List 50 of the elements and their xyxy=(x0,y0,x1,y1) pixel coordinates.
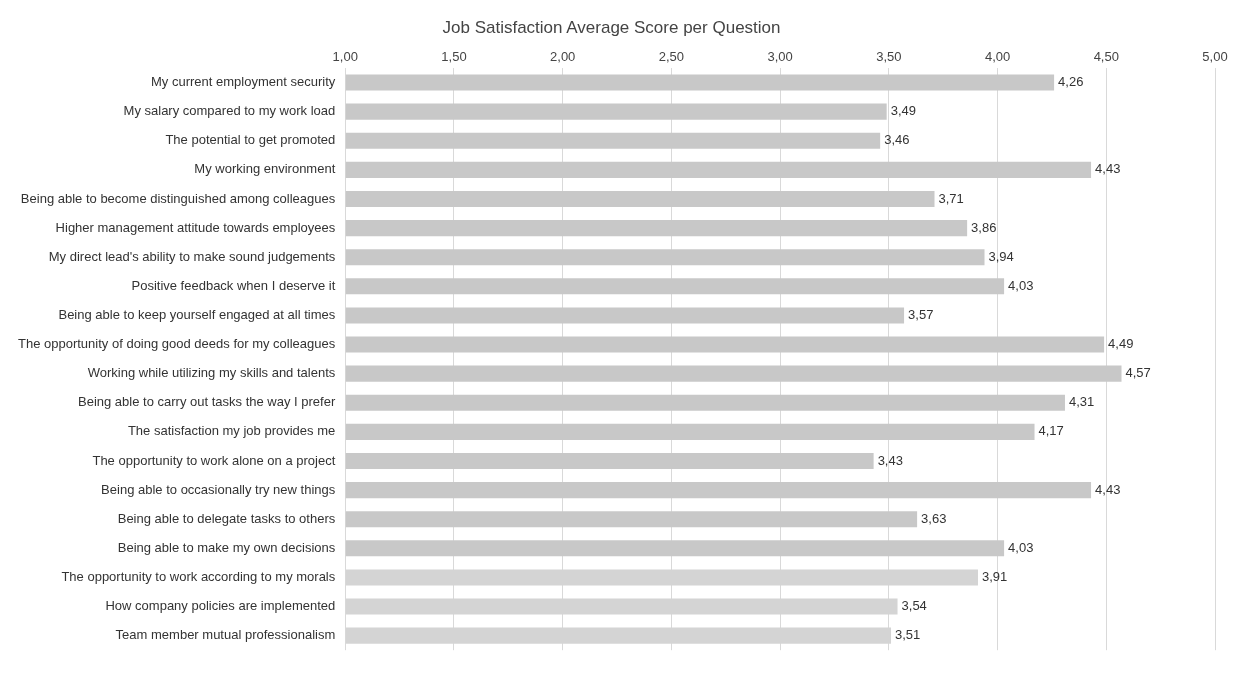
y-tick-label: Being able to delegate tasks to others xyxy=(117,510,336,526)
data-label: 4,03 xyxy=(1008,277,1034,293)
y-tick-label: Team member mutual professionalism xyxy=(115,627,336,643)
x-tick-label: 2,50 xyxy=(658,48,685,64)
y-tick-label: Being able to become distinguished among colleagues xyxy=(20,190,336,206)
y-tick-label: The opportunity to work alone on a project xyxy=(92,452,336,468)
data-label: 3,57 xyxy=(908,307,934,323)
y-tick-label: The opportunity of doing good deeds for my colleagues xyxy=(18,336,336,352)
data-label: 3,63 xyxy=(921,510,947,526)
y-tick-label: Positive feedback when I deserve it xyxy=(131,277,336,293)
data-label: 4,17 xyxy=(1038,423,1064,439)
data-label: 4,43 xyxy=(1095,481,1121,497)
y-tick-label: The satisfaction my job provides me xyxy=(127,423,336,439)
y-tick-label: Working while utilizing my skills and talents xyxy=(87,365,336,381)
y-tick-label: Higher management attitude towards employees xyxy=(55,219,336,235)
data-label: 4,03 xyxy=(1008,539,1034,555)
data-label: 3,43 xyxy=(877,452,903,468)
y-tick-label: The opportunity to work according to my morals xyxy=(61,569,336,584)
data-label: 4,57 xyxy=(1125,365,1151,381)
x-tick-label: 5,00 xyxy=(1202,48,1228,64)
y-tick-label: Being able to carry out tasks the way I prefer xyxy=(78,394,336,410)
x-tick-label: 4,50 xyxy=(1093,48,1119,64)
x-tick-label: 4,00 xyxy=(984,48,1011,64)
data-label: 4,43 xyxy=(1095,161,1121,177)
data-label: 3,71 xyxy=(938,190,964,206)
data-label: 3,54 xyxy=(901,598,927,614)
data-label: 4,26 xyxy=(1058,74,1084,90)
data-label: 4,49 xyxy=(1108,336,1134,352)
x-tick-label: 3,00 xyxy=(767,48,793,64)
y-tick-label: How company policies are implemented xyxy=(105,598,336,614)
y-tick-label: Being able to occasionally try new things xyxy=(101,481,336,497)
y-tick-label: My salary compared to my work load xyxy=(123,103,336,119)
data-label: 3,94 xyxy=(988,248,1014,264)
data-label: 3,91 xyxy=(982,569,1008,584)
data-label: 3,86 xyxy=(971,219,997,235)
chart-title: Job Satisfaction Average Score per Question xyxy=(442,17,781,37)
data-label: 3,51 xyxy=(895,627,921,643)
y-tick-label: Being able to keep yourself engaged at all times xyxy=(58,307,336,323)
x-tick-label: 1,00 xyxy=(332,48,358,64)
y-tick-label: My current employment security xyxy=(151,74,336,90)
y-tick-label: The potential to get promoted xyxy=(165,132,336,148)
x-tick-label: 2,00 xyxy=(550,48,576,64)
y-tick-label: My direct lead's ability to make sound judgements xyxy=(48,248,336,264)
data-label: 3,46 xyxy=(884,132,910,148)
y-tick-label: My working environment xyxy=(194,161,336,177)
y-tick-label: Being able to make my own decisions xyxy=(117,539,336,555)
data-label: 4,31 xyxy=(1068,394,1095,410)
x-tick-label: 3,50 xyxy=(876,48,902,64)
x-tick-label: 1,50 xyxy=(441,48,467,64)
data-label: 3,49 xyxy=(890,103,916,119)
